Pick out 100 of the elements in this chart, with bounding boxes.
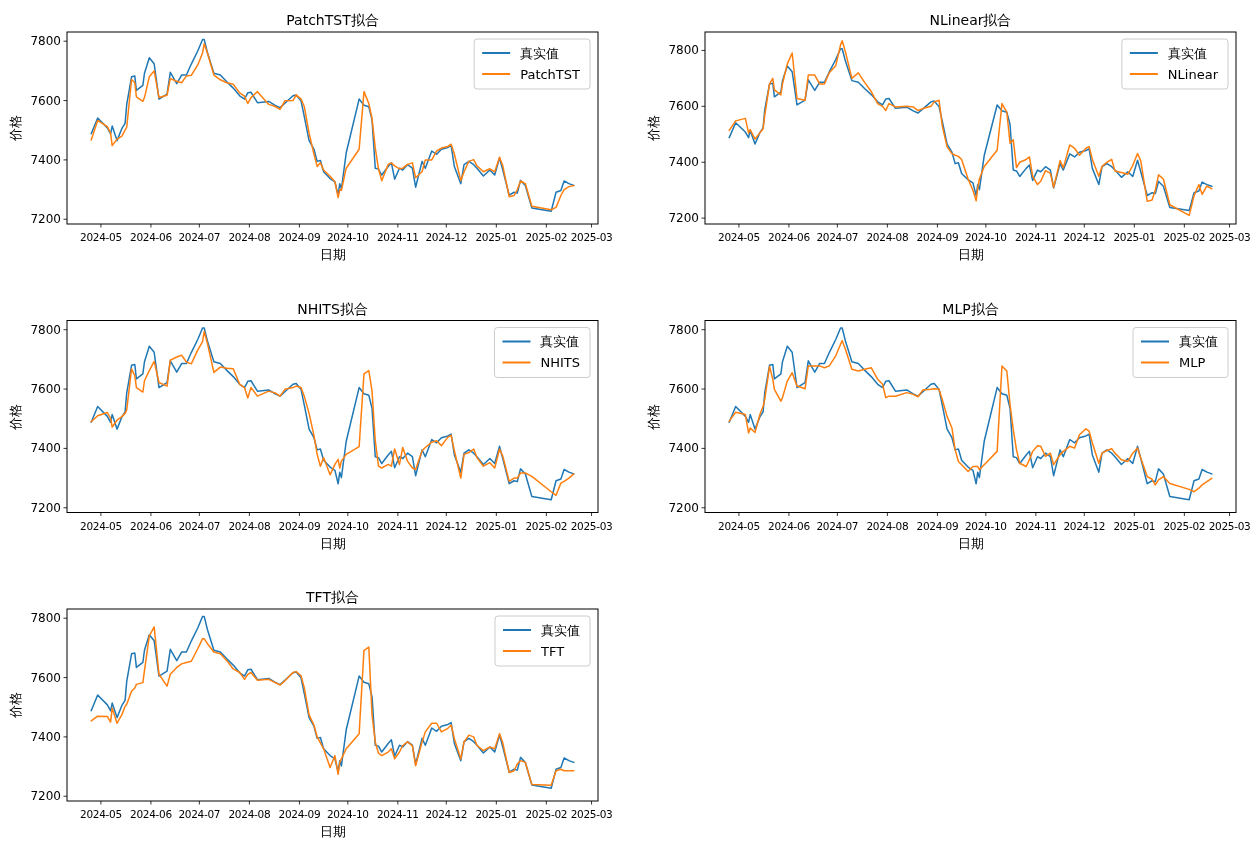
legend-label: TFT xyxy=(540,643,565,659)
x-tick-label: 2024-12 xyxy=(1063,231,1106,243)
legend-label: 真实值 xyxy=(1179,334,1218,349)
x-tick-label: 2024-09 xyxy=(916,231,959,243)
x-tick-label: 2024-11 xyxy=(1014,231,1057,243)
x-tick-label: 2024-08 xyxy=(228,808,271,820)
x-tick-label: 2024-07 xyxy=(816,231,859,243)
legend-label: 真实值 xyxy=(520,45,560,61)
x-tick-label: 2024-12 xyxy=(425,519,468,532)
y-axis-title: 价格 xyxy=(8,692,23,719)
x-axis-title: 日期 xyxy=(319,824,346,839)
y-tick-label: 7800 xyxy=(30,34,61,49)
x-tick-label: 2025-01 xyxy=(475,808,518,820)
chart-title: TFT拟合 xyxy=(305,589,359,605)
y-tick-label: 7800 xyxy=(30,322,61,337)
x-tick-label: 2025-02 xyxy=(525,808,568,820)
legend-label: 真实值 xyxy=(1167,45,1207,61)
x-tick-label: 2024-06 xyxy=(130,519,173,532)
legend-label: PatchTST xyxy=(520,66,581,82)
y-tick-label: 7400 xyxy=(30,441,61,456)
y-tick-label: 7800 xyxy=(30,611,61,626)
y-tick-label: 7200 xyxy=(30,500,61,515)
x-tick-label: 2024-10 xyxy=(964,231,1007,243)
x-tick-label: 2024-06 xyxy=(768,231,811,243)
x-tick-label: 2025-01 xyxy=(1113,519,1156,532)
chart-title: PatchTST拟合 xyxy=(286,12,379,28)
x-tick-label: 2024-05 xyxy=(80,519,122,532)
y-tick-label: 7600 xyxy=(30,382,61,397)
x-tick-label: 2024-11 xyxy=(1014,519,1057,532)
x-tick-label: 2024-08 xyxy=(228,231,271,243)
x-tick-label: 2024-09 xyxy=(278,808,321,820)
x-tick-label: 2025-01 xyxy=(475,519,518,532)
legend-label: MLP xyxy=(1179,355,1206,370)
x-tick-label: 2024-07 xyxy=(178,231,221,243)
x-tick-label: 2024-06 xyxy=(130,231,173,243)
x-tick-label: 2024-10 xyxy=(326,808,369,820)
legend-label: NLinear xyxy=(1167,66,1219,82)
x-tick-label: 2024-05 xyxy=(718,231,760,243)
x-tick-label: 2025-03 xyxy=(1208,231,1251,243)
x-tick-label: 2024-10 xyxy=(326,519,369,532)
x-axis-title: 日期 xyxy=(957,247,984,262)
chart-title: MLP拟合 xyxy=(942,300,999,317)
x-tick-label: 2024-12 xyxy=(1063,519,1106,532)
y-tick-label: 7200 xyxy=(668,211,699,226)
y-tick-label: 7600 xyxy=(30,93,61,108)
y-axis-title: 价格 xyxy=(646,115,661,142)
x-tick-label: 2025-03 xyxy=(570,231,613,243)
x-tick-label: 2024-10 xyxy=(326,231,369,243)
y-tick-label: 7400 xyxy=(30,729,61,744)
x-tick-label: 2025-01 xyxy=(1113,231,1156,243)
y-tick-label: 7600 xyxy=(30,670,61,685)
y-axis-title: 价格 xyxy=(646,403,661,431)
y-tick-label: 7400 xyxy=(30,152,61,167)
x-tick-label: 2024-08 xyxy=(228,519,271,532)
x-tick-label: 2024-05 xyxy=(80,808,122,820)
x-tick-label: 2024-06 xyxy=(130,808,173,820)
x-tick-label: 2024-11 xyxy=(376,808,419,820)
y-axis-title: 价格 xyxy=(8,403,23,431)
y-tick-label: 7400 xyxy=(668,155,699,170)
x-axis-title: 日期 xyxy=(319,535,346,551)
x-tick-label: 2025-02 xyxy=(1163,519,1206,532)
x-tick-label: 2024-11 xyxy=(376,519,419,532)
x-tick-label: 2024-07 xyxy=(178,519,221,532)
x-tick-label: 2024-09 xyxy=(278,231,321,243)
x-tick-label: 2025-01 xyxy=(475,231,518,243)
x-tick-label: 2024-07 xyxy=(816,519,859,532)
y-axis-title: 价格 xyxy=(8,115,23,142)
x-tick-label: 2024-05 xyxy=(718,519,760,532)
chart-title: NHITS拟合 xyxy=(297,300,368,317)
legend-label: 真实值 xyxy=(541,622,580,638)
y-tick-label: 7200 xyxy=(668,500,699,515)
x-tick-label: 2024-08 xyxy=(866,519,909,532)
x-tick-label: 2024-06 xyxy=(768,519,811,532)
x-tick-label: 2024-08 xyxy=(866,231,909,243)
x-tick-label: 2025-02 xyxy=(525,519,568,532)
y-tick-label: 7200 xyxy=(30,212,61,227)
y-tick-label: 7800 xyxy=(668,43,699,58)
x-tick-label: 2024-09 xyxy=(916,519,959,532)
x-tick-label: 2025-03 xyxy=(570,808,613,820)
y-tick-label: 7600 xyxy=(668,99,699,114)
chart-title: NLinear拟合 xyxy=(929,12,1012,28)
x-tick-label: 2025-03 xyxy=(570,519,613,532)
y-tick-label: 7400 xyxy=(668,441,699,456)
x-tick-label: 2024-12 xyxy=(425,808,468,820)
legend-label: 真实值 xyxy=(540,334,580,349)
x-tick-label: 2025-02 xyxy=(1163,231,1206,243)
x-axis-title: 日期 xyxy=(319,247,346,262)
x-tick-label: 2025-03 xyxy=(1208,519,1251,532)
x-tick-label: 2025-02 xyxy=(525,231,568,243)
x-tick-label: 2024-12 xyxy=(425,231,468,243)
x-tick-label: 2024-09 xyxy=(278,519,321,532)
y-tick-label: 7200 xyxy=(30,789,61,804)
y-tick-label: 7600 xyxy=(668,382,699,397)
legend-label: NHITS xyxy=(540,355,580,370)
x-tick-label: 2024-11 xyxy=(376,231,419,243)
x-tick-label: 2024-05 xyxy=(80,231,122,243)
x-tick-label: 2024-10 xyxy=(964,519,1007,532)
x-tick-label: 2024-07 xyxy=(178,808,221,820)
y-tick-label: 7800 xyxy=(668,322,699,337)
x-axis-title: 日期 xyxy=(957,535,984,551)
